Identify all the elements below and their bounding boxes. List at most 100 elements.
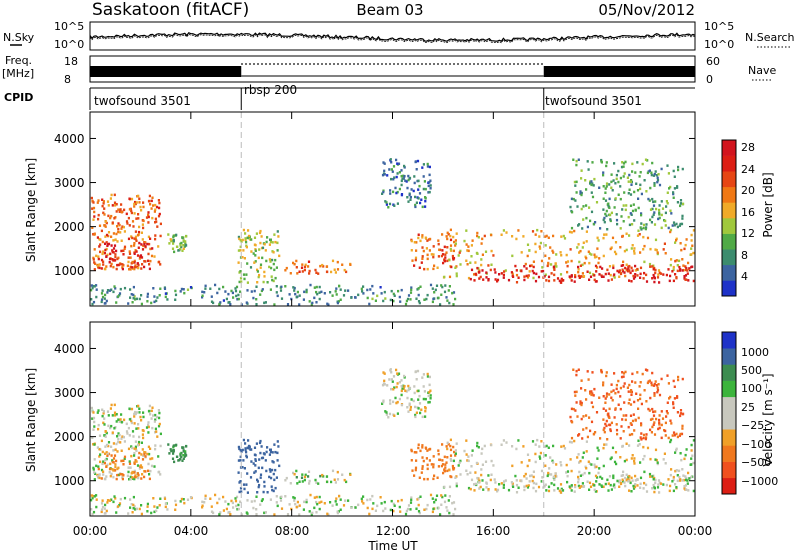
velocity-cell-1537 — [657, 383, 660, 386]
velocity-cell-1035 — [611, 446, 615, 450]
power-cell-428 — [277, 235, 280, 238]
power-cell-426 — [241, 256, 244, 259]
power-cell-637 — [298, 294, 301, 297]
velocity-cell-253 — [122, 463, 125, 466]
velocity-cell-1480 — [643, 389, 646, 392]
power-cell-707 — [417, 300, 421, 303]
power-cell-1483 — [619, 227, 622, 230]
velocity-cell-1391 — [575, 401, 578, 404]
power-cell-716 — [311, 301, 314, 305]
velocity-cell-878 — [421, 467, 424, 470]
velocity-cell-1371 — [630, 490, 633, 493]
power-cell-118 — [119, 208, 122, 211]
velocity-cell-1570 — [610, 421, 613, 425]
velocity-cell-1582 — [600, 370, 603, 373]
power-cell-251 — [119, 263, 122, 266]
power-cell-870 — [436, 266, 439, 269]
velocity-cell-804 — [414, 405, 417, 409]
velocity-cell-1544 — [602, 407, 605, 410]
power-cell-1177 — [596, 266, 599, 269]
velocity-cell-1584 — [610, 383, 613, 386]
power-cell-197 — [97, 264, 100, 268]
velocity-cell-1331 — [578, 486, 581, 489]
power-cell-1582 — [600, 160, 603, 163]
velocity-cell-198 — [139, 415, 142, 419]
power-cell-1563 — [633, 190, 636, 194]
velocity-cell-697 — [127, 512, 130, 515]
power-cell-622 — [179, 290, 182, 293]
power-cell-1356 — [547, 275, 551, 279]
velocity-cell-699 — [201, 504, 204, 507]
power-cell-138 — [129, 268, 132, 271]
velocity-cell-328 — [172, 449, 175, 452]
velocity-cell-284 — [121, 473, 124, 476]
velocity-cell-71 — [156, 435, 159, 438]
velocity-cell-1308 — [502, 483, 505, 487]
velocity-cell-1383 — [655, 384, 658, 387]
velocity-cell-596 — [218, 497, 221, 501]
power-cell-1528 — [645, 190, 648, 193]
power-cell-838 — [397, 162, 401, 165]
velocity-cell-1142 — [587, 460, 590, 463]
power-cell-1170 — [559, 273, 563, 276]
velocity-cell-841 — [424, 407, 427, 410]
power-cell-605 — [400, 288, 403, 292]
power-cell-828 — [424, 199, 427, 203]
power-cell-235 — [155, 220, 158, 223]
velocity-cell-1296 — [685, 477, 688, 480]
velocity-cell-394 — [268, 453, 271, 456]
power-cell-1137 — [449, 247, 452, 251]
power-cell-885 — [445, 251, 448, 254]
power-cell-1121 — [481, 253, 484, 256]
power-cell-306 — [106, 244, 109, 247]
power-cell-750 — [396, 190, 399, 194]
power-cell-192 — [138, 197, 141, 200]
power-cell-557 — [399, 300, 402, 303]
velocity-cell-1503 — [680, 432, 684, 436]
power-cell-12 — [105, 221, 108, 225]
velocity-cell-542 — [275, 501, 278, 504]
power-cell-794 — [387, 206, 390, 209]
velocity-cell-940 — [467, 455, 470, 458]
velocity-cell-384 — [244, 448, 247, 452]
velocity-cell-1008 — [504, 479, 507, 482]
velocity-cell-997 — [596, 446, 599, 450]
power-cell-21 — [92, 233, 95, 236]
power-cell-121 — [136, 254, 140, 257]
velocity-cell-522 — [313, 496, 316, 499]
power-cell-564 — [210, 295, 213, 298]
velocity-cell-1113 — [643, 454, 646, 458]
velocity-cell-844 — [422, 385, 425, 388]
velocity-cell-968 — [500, 443, 503, 446]
velocity-cell-1369 — [652, 478, 655, 481]
power-cell-444 — [269, 238, 272, 241]
power-cbar-box-9 — [722, 140, 736, 156]
velocity-cell-436 — [273, 478, 276, 482]
velocity-cell-458 — [296, 482, 299, 485]
power-cell-1359 — [598, 273, 601, 276]
velocity-cell-172 — [147, 409, 151, 413]
power-cell-1620 — [575, 159, 578, 163]
power-cell-109 — [135, 201, 138, 204]
power-cell-1538 — [624, 160, 627, 164]
power-cell-239 — [145, 216, 149, 219]
velocity-cell-1251 — [665, 483, 668, 487]
velocity-cell-1065 — [633, 457, 636, 460]
power-cell-37 — [111, 249, 114, 252]
x-tick-label-5: 20:00 — [577, 524, 612, 538]
power-cell-1440 — [614, 182, 617, 185]
velocity-cell-845 — [415, 411, 418, 414]
power-cell-1275 — [568, 275, 571, 278]
power-cell-159 — [133, 242, 136, 245]
power-cell-264 — [103, 251, 106, 255]
power-cell-1449 — [642, 226, 645, 230]
power-cell-630 — [417, 293, 420, 297]
power-cell-658 — [310, 303, 313, 306]
velocity-cell-543 — [252, 506, 255, 510]
velocity-cell-842 — [386, 384, 389, 387]
power-cell-1626 — [574, 199, 577, 202]
power-cell-391 — [247, 229, 250, 232]
power-cell-1176 — [603, 233, 606, 236]
velocity-echo-cells — [90, 368, 695, 516]
velocity-cell-959 — [457, 464, 460, 467]
